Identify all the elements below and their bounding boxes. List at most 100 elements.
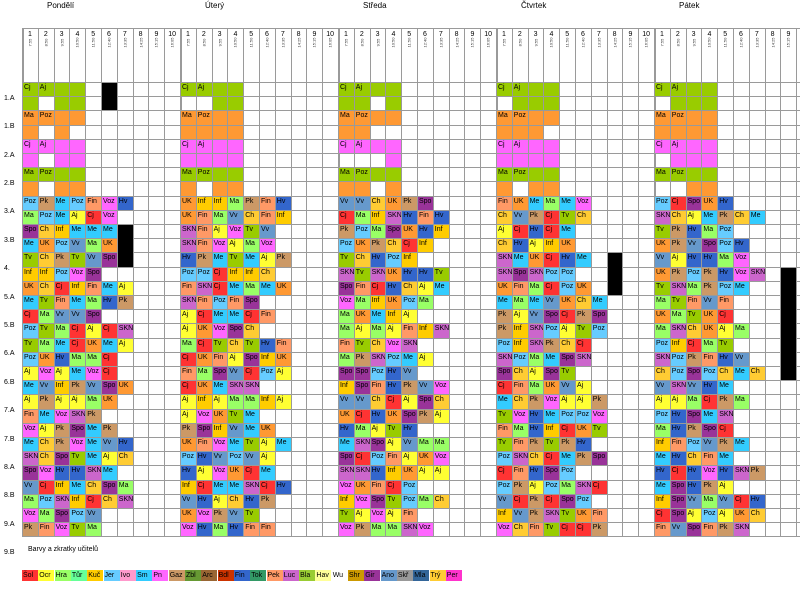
timetable-cell[interactable]: Vv [402,367,417,381]
timetable-cell[interactable]: Poz [212,296,228,310]
timetable-cell[interactable] [655,125,670,139]
timetable-cell[interactable]: Hv [402,210,417,224]
timetable-cell[interactable]: Me [212,480,228,494]
timetable-cell[interactable]: Tv [70,523,86,537]
timetable-cell[interactable]: Poz [181,267,196,281]
timetable-cell[interactable]: Poz [386,253,402,267]
timetable-cell[interactable]: Hv [560,253,575,267]
timetable-cell[interactable]: Cj [560,523,575,537]
timetable-cell[interactable]: Vv [497,494,512,508]
timetable-cell[interactable] [686,168,702,182]
timetable-cell[interactable]: Inf [23,267,38,281]
timetable-cell[interactable]: Cj [591,480,607,494]
timetable-cell[interactable] [23,97,38,111]
timetable-cell[interactable]: Ma [244,395,259,409]
timetable-cell[interactable]: Vv [228,509,244,523]
timetable-cell[interactable]: Me [54,210,70,224]
timetable-cell[interactable]: Me [212,310,228,324]
timetable-cell[interactable]: Inf [655,438,670,452]
timetable-cell[interactable]: Pk [354,523,370,537]
timetable-cell[interactable]: Ch [402,281,417,295]
timetable-cell[interactable]: SKN [181,296,196,310]
timetable-cell[interactable]: Ma [23,494,38,508]
timetable-cell[interactable]: Spo [54,452,70,466]
timetable-cell[interactable]: SKN [117,324,133,338]
timetable-cell[interactable]: Cj [702,395,718,409]
timetable-cell[interactable]: Me [749,210,765,224]
timetable-cell[interactable]: Poz [670,168,686,182]
timetable-cell[interactable]: Me [102,338,117,352]
timetable-cell[interactable]: Hv [386,281,402,295]
timetable-cell[interactable]: Voz [196,509,212,523]
timetable-cell[interactable] [228,111,244,125]
timetable-cell[interactable]: Pk [38,395,54,409]
timetable-cell[interactable]: Poz [181,452,196,466]
timetable-cell[interactable]: UK [23,281,38,295]
timetable-cell[interactable]: Aj [670,395,686,409]
timetable-cell[interactable]: SKN [354,466,370,480]
timetable-cell[interactable]: Me [38,409,54,423]
timetable-cell[interactable] [354,125,370,139]
timetable-cell[interactable]: Poz [560,466,575,480]
timetable-cell[interactable]: Hv [418,225,433,239]
timetable-cell[interactable]: Aj [386,509,402,523]
timetable-cell[interactable]: Aj [228,352,244,366]
timetable-cell[interactable]: Ch [354,253,370,267]
timetable-cell[interactable]: Fin [591,509,607,523]
timetable-cell[interactable] [544,168,560,182]
timetable-cell[interactable]: Tv [655,225,670,239]
timetable-cell[interactable]: Fin [339,338,354,352]
timetable-cell[interactable]: Aj [181,395,196,409]
timetable-cell[interactable] [386,139,402,153]
timetable-cell[interactable]: Spo [354,367,370,381]
timetable-cell[interactable]: Spo [23,225,38,239]
timetable-cell[interactable]: Spo [544,367,560,381]
timetable-cell[interactable]: Ch [228,494,244,508]
timetable-cell[interactable]: UK [576,423,591,437]
timetable-cell[interactable]: SKN [244,480,259,494]
timetable-cell[interactable]: Ch [244,324,259,338]
timetable-cell[interactable]: Vv [686,381,702,395]
timetable-cell[interactable]: Voz [102,210,117,224]
timetable-cell[interactable]: Fin [196,225,212,239]
timetable-cell[interactable]: Tv [670,296,686,310]
timetable-cell[interactable]: SKN [734,466,749,480]
timetable-cell[interactable]: Ma [86,239,101,253]
timetable-cell[interactable] [702,125,718,139]
timetable-cell[interactable]: Poz [354,225,370,239]
timetable-cell[interactable]: Voz [70,267,86,281]
timetable-cell[interactable]: UK [260,423,275,437]
timetable-cell[interactable]: Ma [228,196,244,210]
timetable-cell[interactable]: UK [354,239,370,253]
timetable-cell[interactable]: Spo [244,352,259,366]
timetable-cell[interactable]: Tv [686,310,702,324]
timetable-cell[interactable]: Tv [23,338,38,352]
timetable-cell[interactable]: Ma [702,494,718,508]
timetable-cell[interactable]: Tv [70,253,86,267]
timetable-cell[interactable]: Vv [718,494,733,508]
timetable-cell[interactable]: Fin [512,281,528,295]
timetable-cell[interactable]: Inf [228,267,244,281]
timetable-cell[interactable]: Fin [212,352,228,366]
timetable-cell[interactable] [670,97,686,111]
timetable-cell[interactable]: Inf [181,480,196,494]
timetable-cell[interactable]: Me [228,438,244,452]
timetable-cell[interactable]: Tv [576,324,591,338]
timetable-cell[interactable]: Vv [560,381,575,395]
timetable-cell[interactable]: Tv [38,324,54,338]
timetable-cell[interactable]: Hv [181,466,196,480]
timetable-cell[interactable]: Spo [86,310,101,324]
timetable-cell[interactable]: Aj [560,395,575,409]
timetable-cell[interactable]: Ch [686,324,702,338]
timetable-cell[interactable]: Voz [734,267,749,281]
timetable-cell[interactable]: Me [102,281,117,295]
timetable-cell[interactable]: Fin [244,523,259,537]
timetable-cell[interactable]: Aj [512,139,528,153]
timetable-cell[interactable] [702,83,718,97]
timetable-cell[interactable]: Aj [86,324,101,338]
timetable-cell[interactable]: Cj [386,395,402,409]
timetable-cell[interactable]: Ch [670,210,686,224]
timetable-cell[interactable]: Hv [655,466,670,480]
timetable-cell[interactable]: Cj [544,225,560,239]
timetable-cell[interactable]: Ma [339,111,354,125]
